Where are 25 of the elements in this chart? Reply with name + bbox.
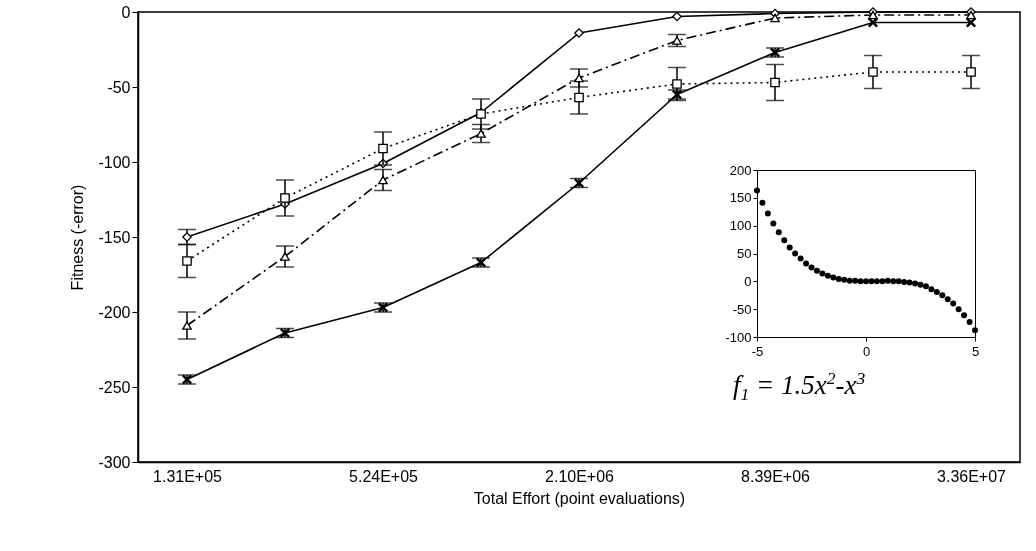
x-tick-label: 3.36E+07 [937,467,1007,485]
y-tick-label: -250 [98,378,131,396]
x-tick-label: 0 [862,343,871,359]
y-tick-label: -50 [732,301,752,317]
annotation: f$_{1}$ = 1.5x$^{2}$-x$^{3}$ [733,368,866,406]
y-tick-label: -150 [98,228,131,246]
y-tick-label: -200 [98,303,131,321]
x-axis-title: Total Effort (point evaluations) [473,489,686,507]
x-tick-label: 1.31E+05 [153,467,223,485]
y-tick-label: 200 [729,162,752,178]
y-tick-label: -100 [725,329,752,345]
y-axis-title: Fitness (-error) [69,184,87,291]
y-tick-label: 0 [121,3,131,21]
x-tick-label: 5.24E+05 [349,467,419,485]
y-tick-label: -100 [98,153,131,171]
y-tick-label: 150 [729,190,752,206]
y-tick-label: 100 [729,218,752,234]
y-tick-label: -300 [98,453,131,471]
y-tick-label: -50 [107,78,131,96]
y-tick-label: 50 [737,246,752,261]
x-tick-label: -5 [751,343,764,359]
y-tick-label: 0 [744,273,752,289]
x-tick-label: 2.10E+06 [545,467,615,485]
x-tick-label: 8.39E+06 [741,467,811,485]
x-tick-label: 5 [971,343,980,359]
